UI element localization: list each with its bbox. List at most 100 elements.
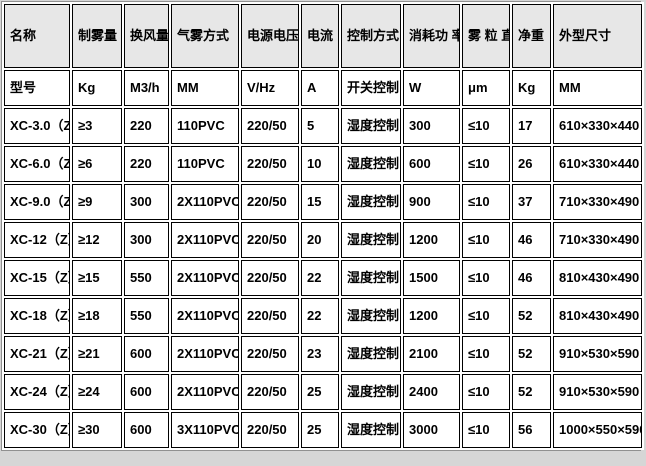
header-control-mode: 控制方式 (341, 4, 401, 68)
header-power: 消耗功 率 (403, 4, 460, 68)
cell-droplet-diameter: ≤10 (462, 108, 510, 144)
cell-voltage: 220/50 (241, 412, 299, 448)
cell-mist-method: 2X110PVC (171, 222, 239, 258)
unit-net-weight: Kg (512, 70, 551, 106)
cell-model: XC-6.0（Z） (4, 146, 70, 182)
table-row: XC-6.0（Z） ≥6 220 110PVC 220/50 10 湿度控制 6… (4, 146, 642, 182)
cell-control-mode: 湿度控制 (341, 260, 401, 296)
cell-mist-method: 2X110PVC (171, 336, 239, 372)
cell-fog-capacity: ≥24 (72, 374, 122, 410)
cell-air-flow: 550 (124, 298, 169, 334)
header-current: 电流 (301, 4, 339, 68)
table-row: XC-21（Z） ≥21 600 2X110PVC 220/50 23 湿度控制… (4, 336, 642, 372)
cell-fog-capacity: ≥12 (72, 222, 122, 258)
cell-dimensions: 610×330×440 (553, 108, 642, 144)
cell-droplet-diameter: ≤10 (462, 336, 510, 372)
cell-air-flow: 220 (124, 108, 169, 144)
cell-air-flow: 220 (124, 146, 169, 182)
cell-control-mode: 湿度控制 (341, 336, 401, 372)
cell-dimensions: 710×330×490 (553, 184, 642, 220)
unit-voltage: V/Hz (241, 70, 299, 106)
unit-fog-capacity: Kg (72, 70, 122, 106)
table-row: XC-18（Z） ≥18 550 2X110PVC 220/50 22 湿度控制… (4, 298, 642, 334)
header-name: 名称 (4, 4, 70, 68)
cell-control-mode: 湿度控制 (341, 184, 401, 220)
cell-model: XC-24（Z） (4, 374, 70, 410)
cell-mist-method: 2X110PVC (171, 374, 239, 410)
cell-net-weight: 56 (512, 412, 551, 448)
cell-net-weight: 52 (512, 298, 551, 334)
cell-mist-method: 110PVC (171, 108, 239, 144)
cell-model: XC-21（Z） (4, 336, 70, 372)
cell-voltage: 220/50 (241, 336, 299, 372)
cell-fog-capacity: ≥18 (72, 298, 122, 334)
cell-model: XC-15（Z） (4, 260, 70, 296)
cell-current: 22 (301, 298, 339, 334)
cell-model: XC-3.0（Z） (4, 108, 70, 144)
cell-model: XC-12（Z） (4, 222, 70, 258)
header-dimensions: 外型尺寸 (553, 4, 642, 68)
cell-fog-capacity: ≥6 (72, 146, 122, 182)
cell-air-flow: 300 (124, 222, 169, 258)
cell-power: 2100 (403, 336, 460, 372)
cell-control-mode: 湿度控制 (341, 222, 401, 258)
cell-droplet-diameter: ≤10 (462, 222, 510, 258)
cell-voltage: 220/50 (241, 260, 299, 296)
unit-droplet-diameter: μm (462, 70, 510, 106)
cell-net-weight: 37 (512, 184, 551, 220)
cell-current: 5 (301, 108, 339, 144)
cell-power: 2400 (403, 374, 460, 410)
cell-current: 23 (301, 336, 339, 372)
cell-dimensions: 710×330×490 (553, 222, 642, 258)
cell-air-flow: 300 (124, 184, 169, 220)
spec-table: 名称 制雾量 换风量 气雾方式 电源电压 电流 控制方式 消耗功 率 雾 粒 直… (2, 2, 644, 450)
cell-voltage: 220/50 (241, 374, 299, 410)
cell-current: 15 (301, 184, 339, 220)
cell-power: 300 (403, 108, 460, 144)
cell-dimensions: 810×430×490 (553, 260, 642, 296)
cell-air-flow: 600 (124, 412, 169, 448)
cell-dimensions: 610×330×440 (553, 146, 642, 182)
cell-fog-capacity: ≥21 (72, 336, 122, 372)
cell-mist-method: 2X110PVC (171, 260, 239, 296)
header-net-weight: 净重 (512, 4, 551, 68)
cell-droplet-diameter: ≤10 (462, 184, 510, 220)
cell-mist-method: 2X110PVC (171, 298, 239, 334)
cell-power: 1200 (403, 222, 460, 258)
table-row: XC-9.0（Z） ≥9 300 2X110PVC 220/50 15 湿度控制… (4, 184, 642, 220)
cell-net-weight: 52 (512, 336, 551, 372)
header-air-flow: 换风量 (124, 4, 169, 68)
unit-control-mode: 开关控制 (341, 70, 401, 106)
cell-power: 900 (403, 184, 460, 220)
table-row: XC-12（Z） ≥12 300 2X110PVC 220/50 20 湿度控制… (4, 222, 642, 258)
cell-current: 10 (301, 146, 339, 182)
cell-control-mode: 湿度控制 (341, 412, 401, 448)
unit-air-flow: M3/h (124, 70, 169, 106)
cell-voltage: 220/50 (241, 298, 299, 334)
cell-net-weight: 26 (512, 146, 551, 182)
table-row: XC-3.0（Z） ≥3 220 110PVC 220/50 5 湿度控制 30… (4, 108, 642, 144)
cell-current: 22 (301, 260, 339, 296)
cell-control-mode: 湿度控制 (341, 146, 401, 182)
cell-air-flow: 600 (124, 336, 169, 372)
cell-power: 1500 (403, 260, 460, 296)
cell-dimensions: 910×530×590 (553, 374, 642, 410)
cell-current: 25 (301, 374, 339, 410)
table-header-row: 名称 制雾量 换风量 气雾方式 电源电压 电流 控制方式 消耗功 率 雾 粒 直… (4, 4, 642, 68)
header-droplet-diameter: 雾 粒 直 径 (462, 4, 510, 68)
cell-dimensions: 810×430×490 (553, 298, 642, 334)
cell-control-mode: 湿度控制 (341, 374, 401, 410)
cell-net-weight: 17 (512, 108, 551, 144)
cell-dimensions: 1000×550×590 (553, 412, 642, 448)
cell-fog-capacity: ≥15 (72, 260, 122, 296)
cell-power: 600 (403, 146, 460, 182)
header-mist-method: 气雾方式 (171, 4, 239, 68)
unit-current: A (301, 70, 339, 106)
cell-mist-method: 110PVC (171, 146, 239, 182)
cell-fog-capacity: ≥9 (72, 184, 122, 220)
cell-net-weight: 46 (512, 222, 551, 258)
table-row: XC-30（Z） ≥30 600 3X110PVC 220/50 25 湿度控制… (4, 412, 642, 448)
cell-fog-capacity: ≥3 (72, 108, 122, 144)
header-voltage: 电源电压 (241, 4, 299, 68)
